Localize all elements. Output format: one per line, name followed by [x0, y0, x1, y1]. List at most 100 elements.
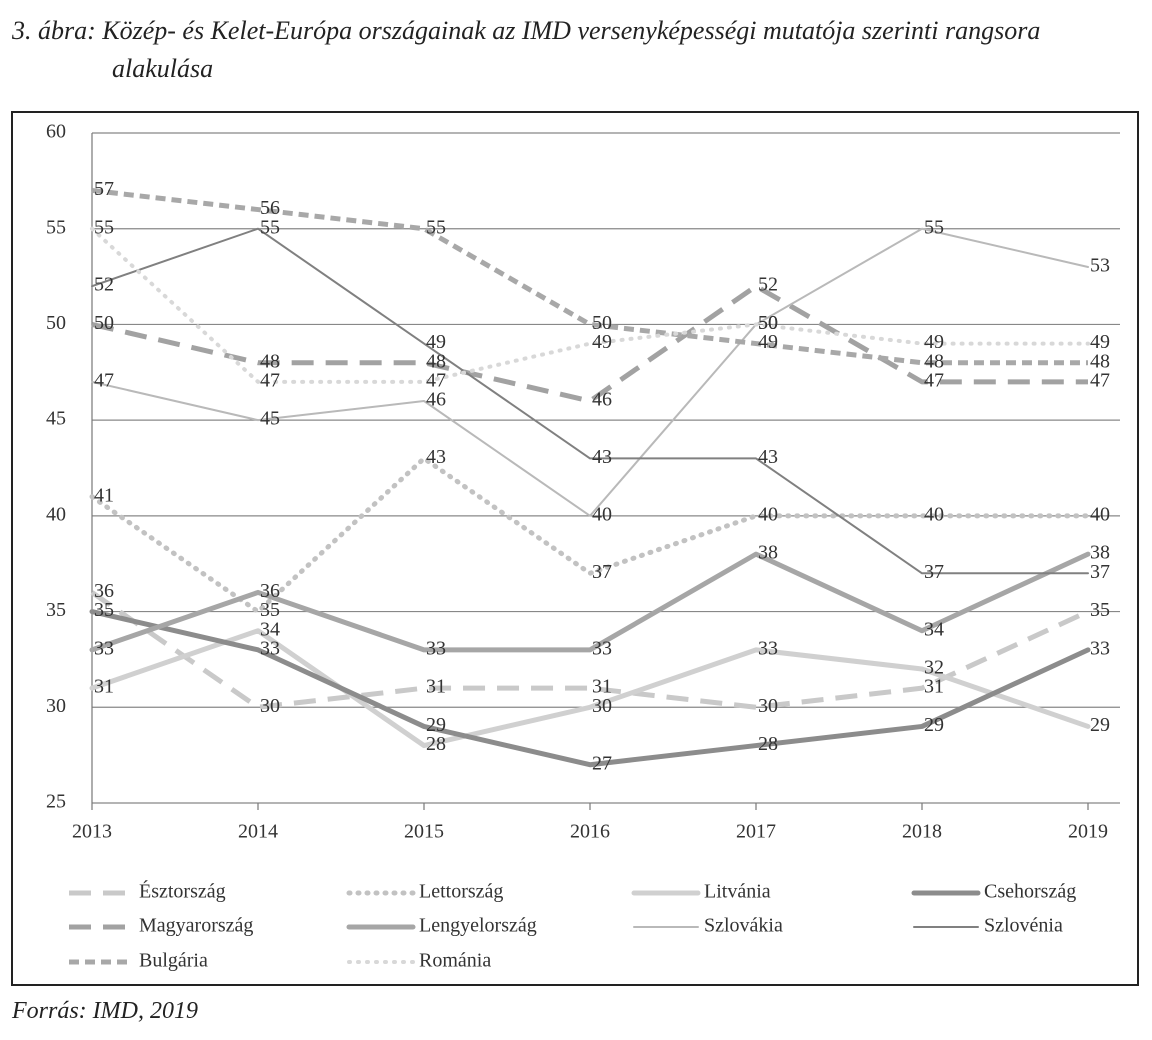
data-label: 34 — [924, 618, 944, 640]
data-label: 28 — [426, 733, 446, 755]
y-tick-label: 60 — [46, 121, 66, 143]
data-label: 49 — [924, 331, 944, 353]
source-note: Forrás: IMD, 2019 — [12, 998, 198, 1024]
data-label: 48 — [924, 350, 944, 372]
y-tick-label: 25 — [46, 791, 66, 813]
data-label: 36 — [260, 580, 280, 602]
legend-label: Lengyelország — [419, 915, 537, 937]
data-label: 50 — [94, 312, 114, 334]
data-label: 49 — [426, 331, 446, 353]
legend-label: Bulgária — [139, 950, 208, 972]
data-label: 50 — [758, 312, 778, 334]
series-line — [90, 226, 1090, 384]
y-tick-label: 45 — [46, 408, 66, 430]
data-label: 33 — [94, 637, 114, 659]
series-line — [91, 187, 1088, 366]
data-label: 29 — [426, 714, 446, 736]
data-label: 43 — [592, 446, 612, 468]
chart-title: 3. ábra: Közép- és Kelet-Európa országai… — [12, 16, 1041, 83]
data-label: 50 — [758, 312, 778, 334]
data-label: 33 — [426, 637, 446, 659]
data-label: 47 — [426, 369, 446, 391]
data-label: 55 — [94, 216, 114, 238]
x-tick-label: 2018 — [902, 821, 942, 843]
data-label: 31 — [592, 676, 612, 698]
data-label: 41 — [94, 484, 114, 506]
legend-label: Észtország — [139, 880, 226, 903]
series-line — [89, 609, 1091, 768]
y-tick-label: 30 — [46, 695, 66, 717]
series-line — [91, 227, 1089, 575]
x-tick-label: 2015 — [404, 821, 444, 843]
legend-label: Románia — [419, 950, 491, 972]
data-label: 37 — [1090, 561, 1110, 583]
data-label: 50 — [592, 312, 612, 334]
data-label: 35 — [260, 599, 280, 621]
data-label: 40 — [924, 503, 944, 525]
legend-label: Szlovénia — [984, 915, 1063, 937]
data-label: 29 — [924, 714, 944, 736]
data-label: 40 — [592, 503, 612, 525]
legend-label: Csehország — [984, 881, 1076, 903]
data-label: 35 — [94, 599, 114, 621]
data-label: 33 — [1090, 637, 1110, 659]
data-label: 43 — [426, 446, 446, 468]
data-label: 40 — [758, 503, 778, 525]
x-tick-label: 2013 — [72, 821, 112, 843]
data-label: 57 — [94, 178, 114, 200]
data-label: 33 — [592, 637, 612, 659]
chart-frame — [11, 111, 1139, 986]
series-line — [89, 551, 1091, 653]
data-label: 28 — [758, 733, 778, 755]
data-label: 38 — [758, 542, 778, 564]
data-label: 30 — [758, 695, 778, 717]
y-tick-label: 40 — [46, 503, 66, 525]
legend-label: Litvánia — [704, 881, 771, 903]
series-line — [91, 283, 1088, 404]
data-label: 47 — [94, 369, 114, 391]
series-line — [91, 227, 1089, 517]
data-label: 30 — [592, 695, 612, 717]
y-tick-label: 35 — [46, 599, 66, 621]
data-label: 47 — [924, 369, 944, 391]
y-tick-label: 50 — [46, 312, 66, 334]
legend-label: Szlovákia — [704, 915, 783, 937]
data-label: 46 — [426, 389, 446, 411]
legend-label: Lettország — [419, 881, 503, 903]
data-label: 55 — [426, 216, 446, 238]
data-label: 55 — [924, 216, 944, 238]
data-label: 31 — [94, 676, 114, 698]
data-label: 49 — [758, 331, 778, 353]
data-label: 48 — [260, 350, 280, 372]
data-label: 37 — [592, 561, 612, 583]
data-label: 37 — [924, 561, 944, 583]
data-label: 36 — [94, 580, 114, 602]
data-label: 31 — [426, 676, 446, 698]
data-label: 38 — [1090, 542, 1110, 564]
data-label: 45 — [260, 408, 280, 430]
data-label: 40 — [1090, 503, 1110, 525]
data-label: 48 — [426, 350, 446, 372]
data-label: 52 — [94, 274, 114, 296]
data-label: 56 — [260, 197, 280, 219]
x-tick-label: 2016 — [570, 821, 610, 843]
data-label: 33 — [758, 637, 778, 659]
data-label: 27 — [592, 752, 612, 774]
y-tick-label: 55 — [46, 216, 66, 238]
data-label: 35 — [1090, 599, 1110, 621]
data-label: 48 — [1090, 350, 1110, 372]
legend-label: Magyarország — [139, 915, 253, 937]
data-label: 52 — [758, 274, 778, 296]
series-line — [89, 455, 1091, 615]
x-tick-label: 2019 — [1068, 821, 1108, 843]
data-label: 32 — [924, 657, 944, 679]
data-label: 43 — [758, 446, 778, 468]
series-line — [90, 590, 1090, 710]
data-label: 49 — [592, 331, 612, 353]
data-label: 47 — [260, 369, 280, 391]
data-label: 29 — [1090, 714, 1110, 736]
x-tick-label: 2014 — [238, 821, 278, 843]
data-label: 34 — [260, 618, 280, 640]
